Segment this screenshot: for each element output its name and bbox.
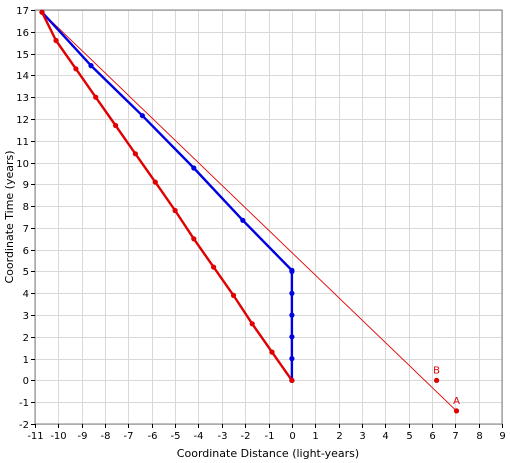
x-tick-label: -5 [171, 431, 181, 442]
x-tick-label: -3 [218, 431, 228, 442]
y-tick-label: 15 [16, 50, 29, 61]
x-tick-label: 9 [499, 431, 505, 442]
series-point [113, 122, 119, 129]
y-tick-label: 9 [23, 180, 29, 191]
x-tick-label: 1 [312, 431, 318, 442]
x-tick-label: 6 [429, 431, 435, 442]
y-tick-label: 17 [16, 6, 29, 17]
x-tick-label: -9 [78, 431, 88, 442]
labeled-points: BA [433, 365, 460, 414]
series-point [132, 151, 138, 157]
series-point [230, 292, 237, 298]
x-tick-label: -8 [101, 431, 111, 442]
series-point [139, 113, 145, 119]
y-tick-label: 14 [16, 71, 29, 82]
series-point [269, 349, 275, 355]
y-tick-label: 1 [23, 355, 29, 366]
y-axis-title: Coordinate Time (years) [3, 150, 16, 283]
series-point [39, 9, 45, 15]
x-tick-label: 8 [476, 431, 482, 442]
y-tick-label: 10 [16, 159, 29, 170]
x-tick-label: -2 [241, 431, 251, 442]
grid [35, 10, 503, 425]
x-tick-label: 5 [406, 431, 412, 442]
y-tick-label: 7 [23, 224, 29, 235]
y-tick-label: 0 [23, 376, 29, 387]
series [39, 9, 457, 412]
series-point [73, 66, 79, 72]
y-tick-label: 3 [23, 311, 29, 322]
plot-frame [34, 9, 503, 425]
series-point [289, 267, 295, 273]
y-tick-label: -1 [19, 398, 29, 409]
y-tick-label: 6 [23, 246, 29, 257]
series-point [152, 179, 158, 185]
y-tick-label: 16 [16, 28, 29, 39]
series-point [211, 264, 217, 270]
ticks: -11 -10 -9 -8 -7 -6 -5 -4 -3 -2 -1 0 1 2 3 4 5 6 7 8 9-2-101… [16, 6, 505, 442]
series-point [289, 290, 295, 296]
series-point [240, 217, 246, 223]
series-point [93, 94, 99, 100]
series-point [249, 321, 255, 327]
y-tick-label: 4 [23, 289, 29, 300]
y-tick-label: 13 [16, 93, 29, 104]
point-marker-b [434, 377, 440, 383]
series-point [53, 37, 59, 44]
x-tick-label: 7 [452, 431, 458, 442]
point-label-a: A [453, 396, 460, 407]
x-tick-label: -1 [265, 431, 275, 442]
point-label-b: B [433, 365, 440, 376]
x-tick-label: -10 [50, 431, 66, 442]
x-tick-label: 2 [336, 431, 342, 442]
y-tick-label: -2 [19, 420, 29, 431]
x-tick-label: -6 [148, 431, 158, 442]
series-point [172, 207, 178, 214]
series-point [289, 356, 295, 362]
x-tick-label: 0 [289, 431, 295, 442]
series-point [191, 165, 197, 171]
series-point [289, 334, 295, 340]
x-tick-label: 4 [382, 431, 388, 442]
y-tick-label: 8 [23, 202, 29, 213]
x-axis-title: Coordinate Distance (light-years) [177, 447, 359, 460]
x-tick-label: -7 [124, 431, 134, 442]
series-line-1 [41, 11, 457, 412]
x-tick-label: -4 [194, 431, 204, 442]
y-tick-label: 12 [16, 115, 29, 126]
x-tick-label: 3 [359, 431, 365, 442]
series-point [289, 312, 295, 318]
series-line-3 [40, 11, 293, 382]
y-tick-label: 11 [16, 137, 29, 148]
y-tick-label: 2 [23, 333, 29, 344]
series-point [88, 63, 94, 69]
series-point [289, 377, 295, 383]
x-tick-label: -11 [27, 431, 43, 442]
series-point [191, 236, 197, 242]
point-marker-a [453, 408, 460, 414]
y-tick-label: 5 [23, 267, 29, 278]
